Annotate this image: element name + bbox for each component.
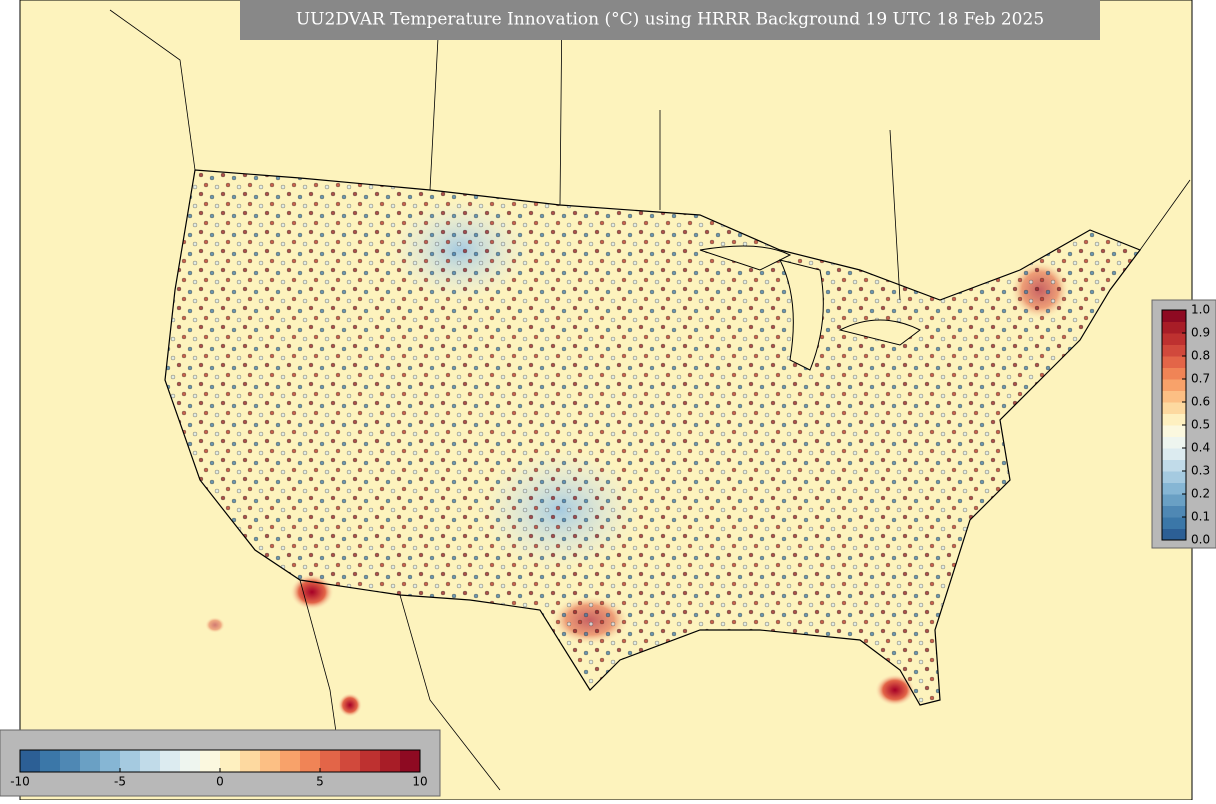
tick-label: 0	[216, 775, 224, 789]
color-swatch	[1162, 402, 1186, 414]
color-swatch	[400, 750, 421, 772]
tick-label: 0.4	[1191, 441, 1210, 455]
color-swatch	[220, 750, 241, 772]
color-swatch	[280, 750, 301, 772]
boundaries	[109, 0, 1191, 791]
color-swatch	[60, 750, 81, 772]
color-swatch	[1162, 379, 1186, 391]
title-box	[240, 0, 1100, 40]
color-swatch	[1162, 505, 1186, 518]
tick-label: -5	[114, 775, 126, 789]
color-swatch	[260, 750, 281, 772]
color-swatch	[1162, 390, 1186, 403]
tick-label: 5	[316, 775, 324, 789]
color-swatch	[1162, 459, 1186, 472]
color-swatch	[360, 750, 381, 772]
color-swatch	[1162, 471, 1186, 483]
color-swatch	[320, 750, 341, 772]
tick-label: 0.7	[1191, 372, 1210, 386]
color-swatch	[1162, 310, 1186, 322]
color-swatch	[40, 750, 61, 772]
color-swatch	[1162, 321, 1186, 334]
tick-label: 0.5	[1191, 418, 1210, 432]
color-swatch	[1162, 367, 1186, 380]
color-swatch	[100, 750, 121, 772]
color-swatch	[20, 750, 41, 772]
color-swatch	[1162, 413, 1186, 426]
tick-label: -10	[10, 775, 30, 789]
tick-label: 10	[412, 775, 427, 789]
color-swatch	[1162, 528, 1186, 541]
tick-label: 0.1	[1191, 510, 1210, 524]
colorbars: -10 -5 0 5 10 0.0 0.1 0.2 0.3 0.4 0.5 0.6 0.7 0.8 0.9 1…	[10, 303, 1210, 789]
tick-label: 0.3	[1191, 464, 1210, 478]
color-swatch	[1162, 517, 1186, 529]
tick-label: 1.0	[1191, 303, 1210, 317]
color-swatch	[1162, 344, 1186, 357]
tick-label: 0.6	[1191, 395, 1210, 409]
conus-stations	[164, 169, 1141, 706]
color-swatch	[300, 750, 321, 772]
color-swatch	[140, 750, 161, 772]
color-swatch	[1162, 425, 1186, 437]
color-swatch	[80, 750, 101, 772]
great-lakes	[699, 245, 921, 371]
map-title: UU2DVAR Temperature Innovation (°C) usin…	[296, 10, 1044, 30]
color-swatch	[1162, 356, 1186, 368]
color-swatch	[240, 750, 261, 772]
color-swatch	[1162, 333, 1186, 345]
color-swatch	[1162, 494, 1186, 506]
tick-label: 0.9	[1191, 326, 1210, 340]
color-swatch	[180, 750, 201, 772]
color-swatch	[160, 750, 181, 772]
color-swatch	[1162, 482, 1186, 495]
color-swatch	[120, 750, 141, 772]
tick-label: 0.0	[1191, 533, 1210, 547]
color-swatch	[1162, 448, 1186, 460]
color-swatch	[200, 750, 221, 772]
color-swatch	[1162, 436, 1186, 449]
tick-label: 0.8	[1191, 349, 1210, 363]
tick-label: 0.2	[1191, 487, 1210, 501]
color-swatch	[380, 750, 401, 772]
color-swatch	[340, 750, 361, 772]
